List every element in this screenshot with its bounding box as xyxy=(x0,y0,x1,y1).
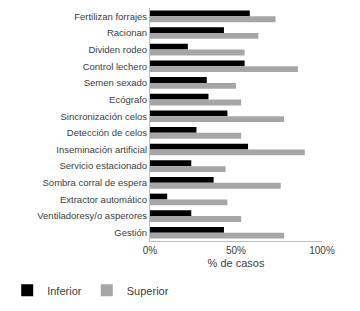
svg-text:Semen sexado: Semen sexado xyxy=(84,77,147,88)
svg-text:Control lechero: Control lechero xyxy=(83,61,147,72)
svg-text:50%: 50% xyxy=(226,245,246,256)
svg-text:Racionan: Racionan xyxy=(107,27,147,38)
svg-text:% de casos: % de casos xyxy=(208,257,265,269)
svg-text:100%: 100% xyxy=(309,245,335,256)
svg-text:Inferior: Inferior xyxy=(47,285,82,297)
svg-text:Inseminación artificial: Inseminación artificial xyxy=(56,144,147,155)
svg-text:Fertilizan forrajes: Fertilizan forrajes xyxy=(74,11,147,22)
svg-text:Servicio estacionado: Servicio estacionado xyxy=(59,160,147,171)
svg-text:Ventiladoresy/o asperores: Ventiladoresy/o asperores xyxy=(37,210,147,221)
svg-text:Gestión: Gestión xyxy=(114,227,147,238)
svg-text:Ecógrafo: Ecógrafo xyxy=(109,94,147,105)
svg-text:Sincronización celos: Sincronización celos xyxy=(60,111,147,122)
svg-text:Dividen rodeo: Dividen rodeo xyxy=(88,44,147,55)
svg-text:Extractor automático: Extractor automático xyxy=(60,194,147,205)
svg-text:Superior: Superior xyxy=(127,285,169,297)
svg-text:Detección de celos: Detección de celos xyxy=(67,127,148,138)
svg-text:0%: 0% xyxy=(143,245,158,256)
svg-text:Sombra corral de espera: Sombra corral de espera xyxy=(43,177,148,188)
